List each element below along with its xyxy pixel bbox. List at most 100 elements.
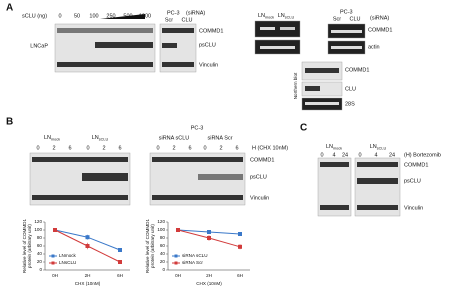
dose-label: 50 [74,13,80,19]
legend-marker [51,254,55,258]
label: (siRNA) [370,15,389,21]
time-label: 2 [52,145,55,151]
band-label: COMMD1 [250,157,274,163]
label-base: LN [370,144,377,150]
x-axis-title: CHX (10nM) [75,281,101,286]
band-label: psCLU [199,42,216,48]
marker [207,230,211,234]
label: PC-3 [191,125,204,131]
band [357,162,398,167]
legend-marker [174,254,178,258]
time-label: 6 [68,145,71,151]
time-label: 2 [172,145,175,151]
band [57,62,153,67]
band-label: COMMD1 [199,28,223,34]
time-label: 6 [118,145,121,151]
y-axis-title: Relative level of COMMD1 [145,218,150,273]
band [260,27,275,30]
label: PC-3 [167,10,180,16]
time-label: 0 [203,145,206,151]
time-label: 0 [86,145,89,151]
band-label: Vinculin [199,62,218,68]
dose-label: 1000 [139,13,151,19]
time-label: 2 [219,145,222,151]
x-tick-label: 6H [237,273,243,278]
blot [301,81,343,97]
panel-letter: A [6,3,13,14]
time-label: 24 [342,152,348,158]
band [357,178,398,184]
label: (H) Bortezomib [404,152,441,158]
lane-label: Scr [165,17,173,23]
group-label: siRNA sCLU [159,135,190,141]
lane-label: CLU [181,17,192,23]
band-label: actin [368,44,380,50]
label-sub: sCLU [285,16,295,20]
time-label: 0 [358,152,361,158]
legend-marker [174,261,178,265]
blot [254,20,301,38]
time-label: 0 [156,145,159,151]
label-sub: mock [265,16,274,20]
band-label: COMMD1 [404,162,428,168]
y-axis-title: protein (arbitrary unit) [27,224,32,268]
legend-label: LNsCLU [59,260,76,265]
x-tick-label: 0H [175,273,181,278]
band [57,28,153,33]
band [162,43,177,48]
label: sCLU (ng) [22,13,47,19]
band [305,68,339,73]
band [152,195,243,200]
dose-label: 500 [123,13,132,19]
label-sub: sCLU [377,147,387,151]
x-tick-label: 2H [206,273,212,278]
time-label: 2 [102,145,105,151]
time-label: 24 [389,152,395,158]
lane-label: CLU [349,16,360,22]
y-tick-label: 80 [37,235,43,240]
time-label: 6 [235,145,238,151]
lane-label: LNsCLU [370,144,387,150]
band-label: psCLU [404,178,421,184]
band [260,46,295,49]
label: H (CHX 10nM) [252,145,288,151]
marker [85,235,90,240]
y-tick-label: 100 [157,227,165,232]
band-label: Vinculin [404,205,423,211]
band [357,205,398,210]
dose-wedge [100,14,145,19]
lane-label: LNmock [326,144,342,150]
label: PC-3 [340,9,353,15]
y-tick-label: 40 [160,251,166,256]
label-sub: sCLU [99,138,109,142]
y-tick-label: 80 [160,235,166,240]
marker [118,260,122,264]
label-sub: mock [51,138,60,142]
y-axis-title: Relative level of COMMD1 [22,218,27,273]
legend-label: LNmock [59,253,77,258]
y-tick-label: 0 [162,267,165,272]
band [320,205,349,210]
band [331,46,362,49]
y-tick-label: 60 [160,243,166,248]
band-label: 28S [345,101,355,107]
band [280,27,295,30]
panel-letter: C [300,123,307,134]
group-label: siRNA Scr [207,135,232,141]
band [82,173,128,181]
blots [29,14,401,217]
label-base: LN [258,13,265,19]
x-axis-title: CHX (10nM) [196,281,222,286]
band [32,157,128,162]
band [32,195,128,200]
legend-label: siRNA sCLU [182,253,208,258]
y-tick-label: 40 [37,251,43,256]
y-tick-label: 20 [160,259,166,264]
band [320,162,349,167]
x-tick-label: 2H [85,273,91,278]
label-base: LN [44,135,51,141]
band-label: COMMD1 [345,67,369,73]
marker [85,244,90,248]
label: (siRNA) [186,10,205,16]
